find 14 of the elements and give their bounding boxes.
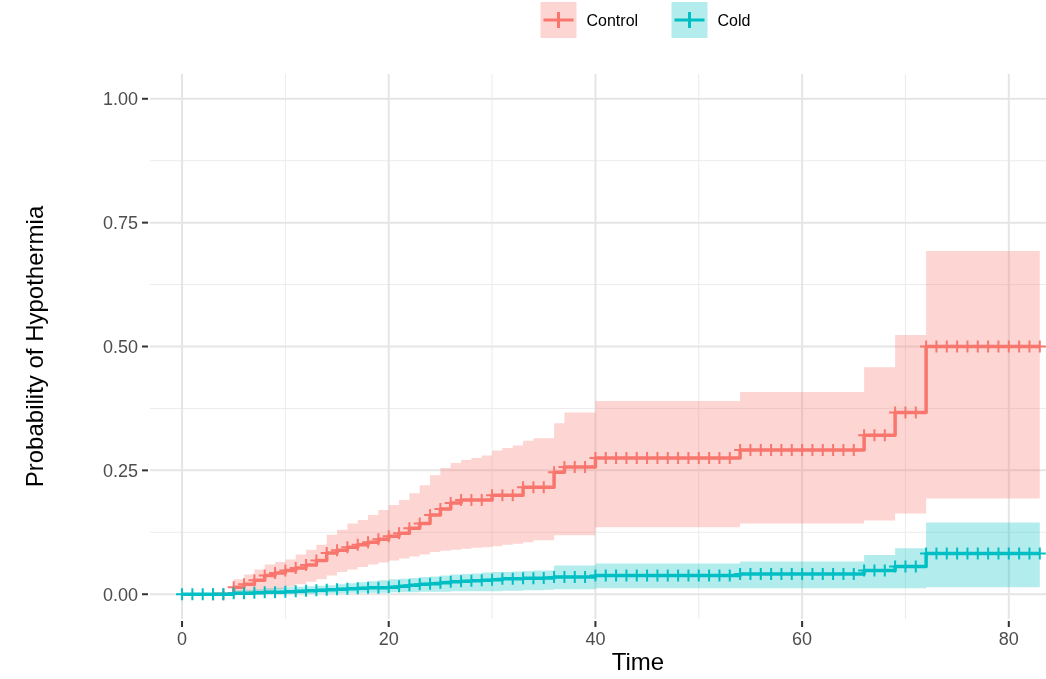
y-tick-label: 0.00: [102, 584, 138, 605]
y-tick-label: 0.75: [102, 212, 138, 233]
y-tick-label: 1.00: [102, 89, 138, 110]
legend-label: Control: [586, 12, 639, 29]
x-tick-label: 0: [177, 629, 188, 649]
x-axis-title: Time: [611, 648, 665, 675]
y-tick-label: 0.50: [102, 336, 138, 357]
x-tick-label: 80: [998, 629, 1019, 649]
y-axis-title: Probability of Hypothermia: [21, 205, 48, 488]
x-tick-label: 20: [378, 629, 399, 649]
x-tick-label: 40: [585, 629, 606, 649]
legend-label: Cold: [717, 12, 751, 29]
x-tick-label: 60: [792, 629, 813, 649]
y-tick-label: 0.25: [102, 460, 138, 481]
